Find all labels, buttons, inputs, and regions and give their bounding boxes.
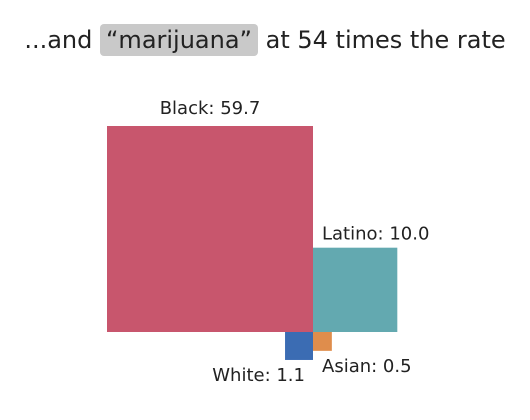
headline-prefix: ...and: [24, 26, 100, 54]
label-white: White: 1.1: [212, 365, 305, 386]
chart-headline: ...and “marijuana” at 54 times the rate: [0, 22, 530, 58]
square-asian: [313, 332, 332, 351]
square-latino: [313, 247, 398, 332]
headline-highlight: “marijuana”: [100, 24, 258, 56]
headline-suffix: at 54 times the rate: [258, 26, 506, 54]
label-black: Black: 59.7: [160, 98, 261, 119]
square-white: [285, 332, 313, 360]
label-asian: Asian: 0.5: [322, 356, 412, 377]
square-black: [107, 126, 313, 332]
label-latino: Latino: 10.0: [322, 224, 429, 245]
